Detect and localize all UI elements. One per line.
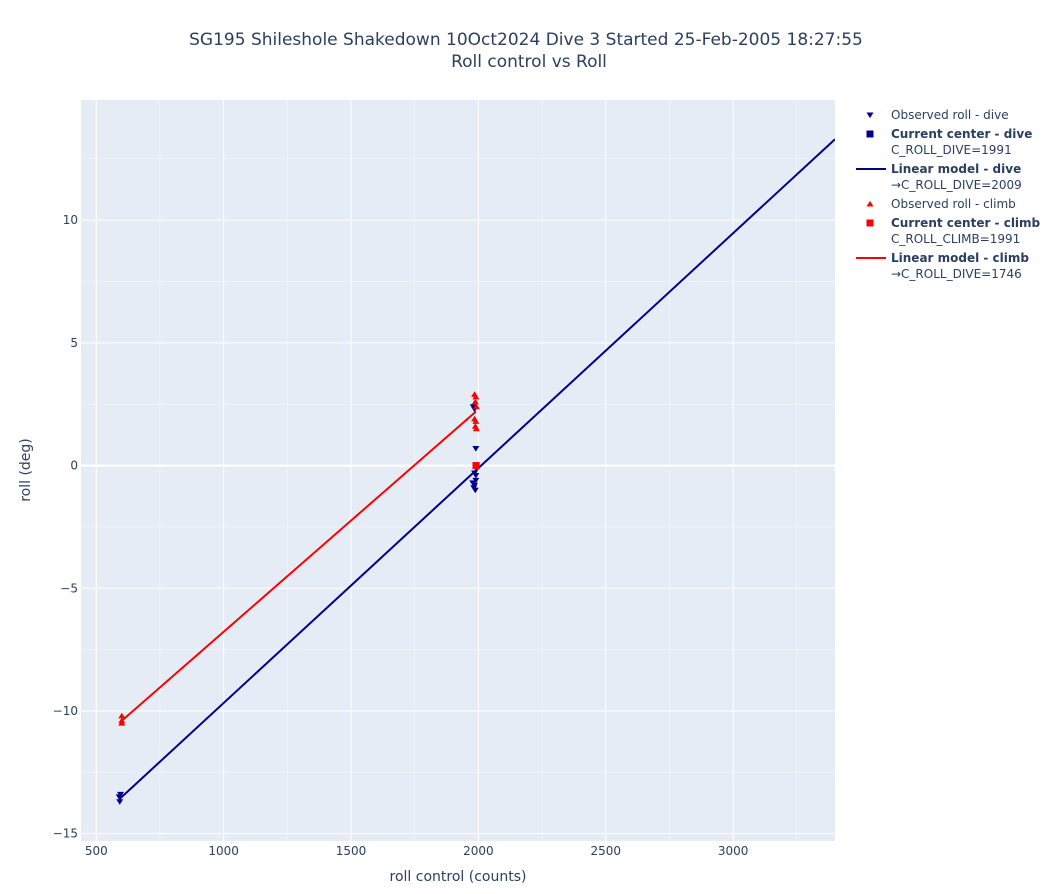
- legend-item[interactable]: Linear model - climb →C_ROLL_DIVE=1746: [856, 251, 1029, 281]
- trace-line-linear-model-climb: [121, 410, 477, 722]
- legend-label: Linear model - climb: [891, 251, 1029, 265]
- y-tick-label: −5: [60, 581, 78, 595]
- data-point: [472, 477, 480, 484]
- data-point: [118, 720, 126, 726]
- x-tick-label: 1000: [208, 844, 239, 858]
- data-point: [472, 403, 480, 410]
- data-point: [472, 393, 480, 400]
- legend-item[interactable]: Current center - dive C_ROLL_DIVE=1991: [866, 127, 1033, 157]
- legend-sublabel: C_ROLL_DIVE=1991: [891, 143, 1012, 157]
- legend-swatch-marker: [866, 112, 874, 119]
- legend-label: Observed roll - climb: [891, 197, 1016, 211]
- chart-title-line1: SG195 Shileshole Shakedown 10Oct2024 Div…: [189, 30, 863, 50]
- legend-sublabel: →C_ROLL_DIVE=2009: [891, 178, 1022, 192]
- x-tick-label: 2500: [590, 844, 621, 858]
- x-axis-title: roll control (counts): [390, 869, 527, 885]
- y-tick-label: 5: [70, 336, 78, 350]
- data-point: [472, 445, 480, 452]
- y-tick-label: −10: [53, 704, 78, 718]
- y-tick-label: −15: [53, 827, 78, 841]
- data-point: [472, 418, 480, 424]
- data-point: [472, 472, 480, 479]
- gridlines: [81, 100, 835, 841]
- legend[interactable]: Observed roll - dive Current center - div…: [856, 108, 1041, 281]
- legend-label: Observed roll - dive: [891, 108, 1009, 122]
- legend-item[interactable]: Observed roll - dive: [866, 108, 1009, 122]
- traces: [115, 138, 835, 805]
- legend-item[interactable]: Linear model - dive →C_ROLL_DIVE=2009: [856, 162, 1022, 192]
- data-point: [472, 425, 480, 432]
- legend-item[interactable]: Observed roll - climb: [866, 197, 1016, 211]
- x-tick-label: 3000: [718, 844, 749, 858]
- x-tick-label: 1500: [336, 844, 367, 858]
- data-point: [118, 712, 126, 719]
- data-point: [471, 398, 479, 405]
- legend-label: Linear model - dive: [891, 162, 1021, 176]
- legend-label: Current center - climb: [891, 216, 1041, 230]
- y-tick-labels: −15 −10 −5 0 5 10: [53, 213, 78, 840]
- trace-line-linear-model-dive: [118, 138, 835, 801]
- legend-sublabel: →C_ROLL_DIVE=1746: [891, 267, 1022, 281]
- legend-label: Current center - dive: [891, 127, 1032, 141]
- legend-swatch-marker: [866, 130, 874, 138]
- y-tick-label: 0: [70, 459, 78, 473]
- legend-swatch-marker: [866, 200, 874, 207]
- x-tick-label: 2000: [463, 844, 494, 858]
- data-point: [471, 487, 479, 494]
- y-axis-title: roll (deg): [18, 438, 34, 502]
- legend-swatch-marker: [866, 219, 874, 227]
- chart-title-line2: Roll control vs Roll: [451, 52, 607, 72]
- x-tick-labels: 500 1000 1500 2000 2500 3000: [85, 844, 749, 858]
- y-tick-label: 10: [63, 213, 78, 227]
- legend-item[interactable]: Current center - climb C_ROLL_CLIMB=1991: [866, 216, 1041, 246]
- data-point: [472, 462, 480, 470]
- data-point: [116, 791, 124, 798]
- data-point: [116, 799, 124, 805]
- legend-sublabel: C_ROLL_CLIMB=1991: [891, 232, 1020, 246]
- x-tick-label: 500: [85, 844, 108, 858]
